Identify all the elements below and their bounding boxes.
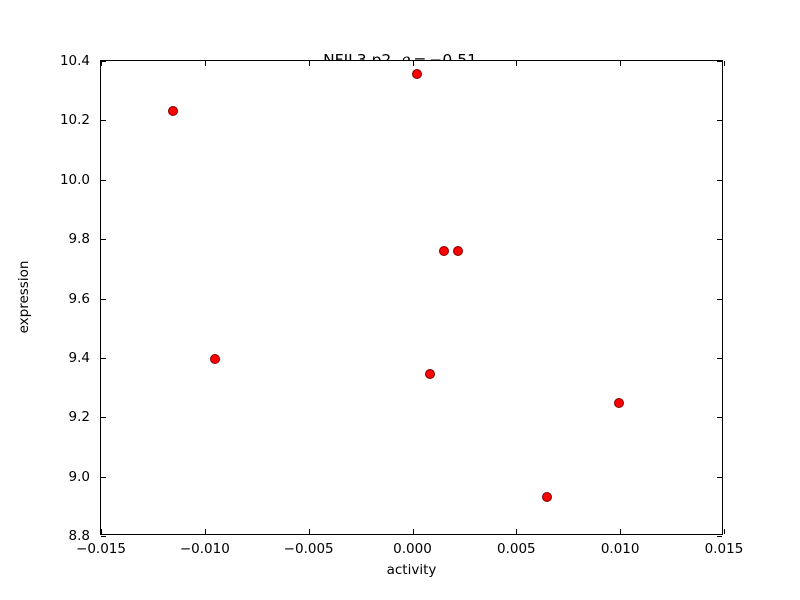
scatter-point — [614, 398, 625, 409]
scatter-point — [439, 245, 450, 256]
x-axis-tick-label: 0.005 — [497, 541, 536, 557]
scatter-point — [542, 491, 553, 502]
y-axis-tick — [101, 61, 106, 62]
scatter-point — [424, 368, 435, 379]
x-axis-tick-label: −0.005 — [283, 541, 334, 557]
x-axis-tick-label: −0.010 — [179, 541, 230, 557]
x-axis-tick-label: −0.015 — [76, 541, 126, 557]
y-axis-tick-right — [717, 61, 722, 62]
y-axis-tick — [101, 357, 106, 359]
x-axis-tick-top — [724, 61, 725, 66]
y-axis-tick-label: 9.2 — [68, 409, 90, 426]
y-axis-tick-right — [717, 357, 722, 359]
x-axis-tick-label: 0.015 — [704, 541, 744, 557]
x-axis-tick-top — [101, 61, 102, 66]
x-axis-tick-top — [516, 61, 518, 66]
scatter-point — [452, 246, 463, 256]
x-axis-tick-label: 0.000 — [393, 541, 432, 557]
y-axis-tick — [101, 298, 106, 300]
y-axis-tick-right — [717, 120, 722, 122]
x-axis-tick — [724, 529, 725, 534]
x-axis-tick-top — [412, 61, 414, 66]
y-axis-tick-right — [717, 476, 722, 478]
y-axis-tick-label: 9.0 — [68, 468, 90, 485]
y-axis-tick — [101, 536, 106, 537]
y-axis-tick-right — [717, 298, 722, 300]
x-axis-tick — [516, 529, 518, 534]
y-axis-tick-label: 10.4 — [59, 53, 90, 69]
scatter-point — [412, 69, 423, 80]
y-axis-tick-right — [717, 179, 722, 181]
y-axis-tick-right — [717, 417, 722, 419]
y-axis-tick-label: 8.8 — [68, 528, 90, 544]
y-axis-tick-right — [717, 239, 722, 241]
x-axis-tick-top — [620, 61, 622, 66]
x-axis-tick — [101, 529, 102, 534]
x-axis-tick-top — [308, 61, 310, 66]
y-axis-tick — [101, 476, 106, 478]
y-axis-tick-label: 10.2 — [59, 112, 90, 129]
plot-axes: −0.015 −0.010 −0.005 0.000 0.005 0.010 0.015 8.… — [60, 53, 743, 557]
x-axis-tick — [620, 529, 622, 534]
y-axis-tick-label: 10.0 — [59, 171, 90, 188]
y-axis-tick — [101, 417, 106, 419]
y-axis-tick-label: 9.8 — [68, 231, 90, 248]
x-axis-tick-top — [204, 61, 206, 66]
scatter-plot-area — [101, 61, 722, 534]
scatter-point — [168, 105, 179, 116]
y-axis-tick — [101, 120, 106, 122]
y-axis-tick — [101, 239, 106, 241]
y-axis-tick — [101, 179, 106, 181]
scatter-point — [210, 354, 221, 365]
y-axis-label: expression — [16, 260, 32, 334]
x-axis-tick — [412, 529, 414, 534]
y-axis-tick-label: 9.6 — [68, 290, 90, 307]
x-axis-tick — [204, 529, 206, 534]
x-axis-tick — [308, 529, 310, 534]
y-axis-tick-right — [717, 536, 722, 537]
x-axis-label: activity — [386, 562, 437, 578]
y-axis-tick-label: 9.4 — [68, 349, 90, 366]
x-axis-tick-label: 0.010 — [600, 541, 640, 557]
